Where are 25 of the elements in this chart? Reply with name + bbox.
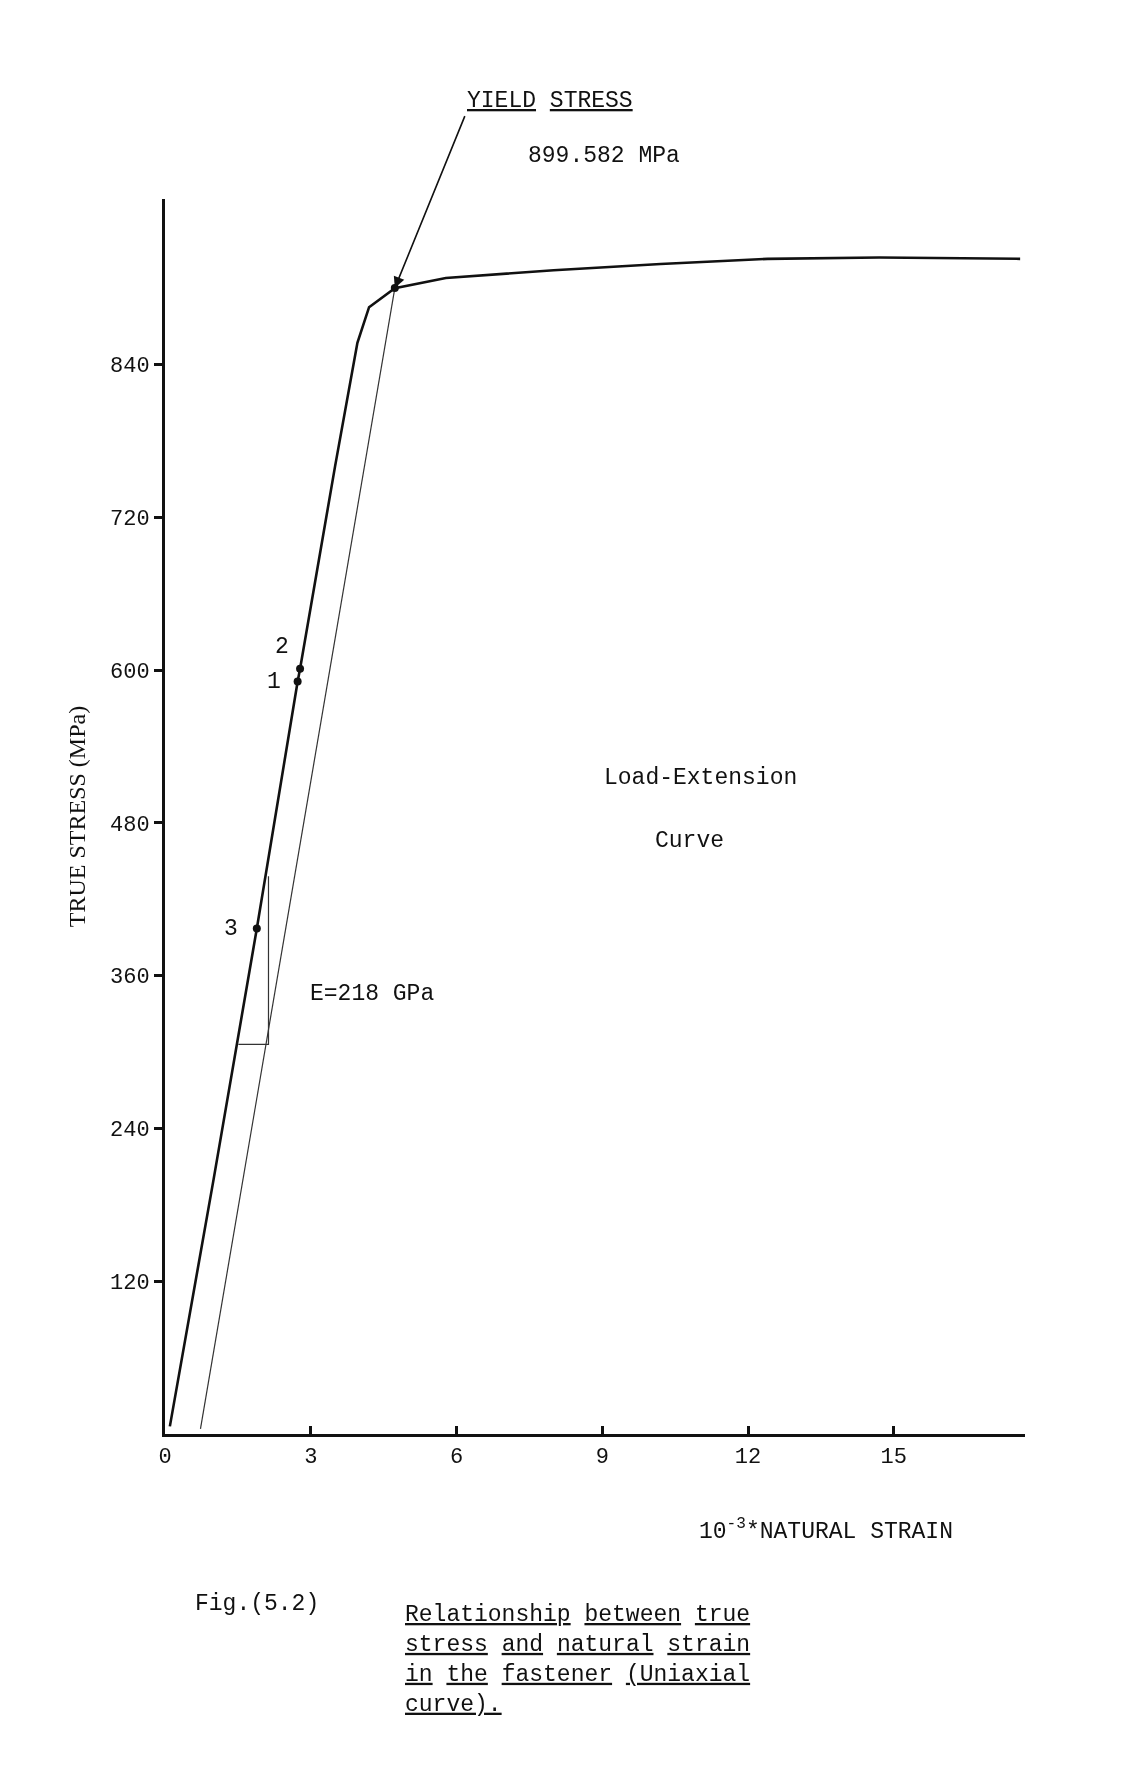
x-tick-label: 9 — [595, 1445, 609, 1471]
y-tick-label: 240 — [109, 1118, 150, 1144]
y-tick-label: 720 — [109, 507, 150, 532]
y-tick-label: 840 — [109, 354, 150, 380]
annotation: 2 — [275, 634, 289, 660]
x-tick-label: 3 — [304, 1445, 318, 1471]
y-tick-label: 360 — [109, 965, 150, 991]
annotation: 3 — [224, 916, 238, 942]
text: Relationship between true stress and natural strain in the fastener (Uniaxial curve). — [405, 1602, 751, 1718]
annotation: YIELD STRESS — [467, 88, 633, 114]
y-tick-label: 600 — [109, 659, 150, 685]
x-tick-label: 12 — [734, 1445, 762, 1471]
y-axis-title: TRUE STRESS (MPa) — [64, 705, 91, 928]
annotation: 1 — [267, 669, 281, 695]
x-tick-label: 6 — [449, 1445, 464, 1471]
text: Fig.(5.2) — [195, 1591, 320, 1617]
y-tick-label: 120 — [109, 1270, 150, 1296]
annotation: E=218 GPa — [310, 981, 435, 1007]
annotation: Curve — [655, 828, 725, 854]
annotation: Load-Extension — [604, 765, 798, 791]
x-tick-label: 15 — [880, 1445, 908, 1471]
x-axis-title: 10$^{-3}$*NATURAL STRAIN — [699, 1515, 953, 1545]
y-tick-label: 480 — [109, 812, 150, 838]
text: 899.582 MPa — [528, 143, 681, 169]
x-tick-label: 0 — [158, 1445, 172, 1471]
